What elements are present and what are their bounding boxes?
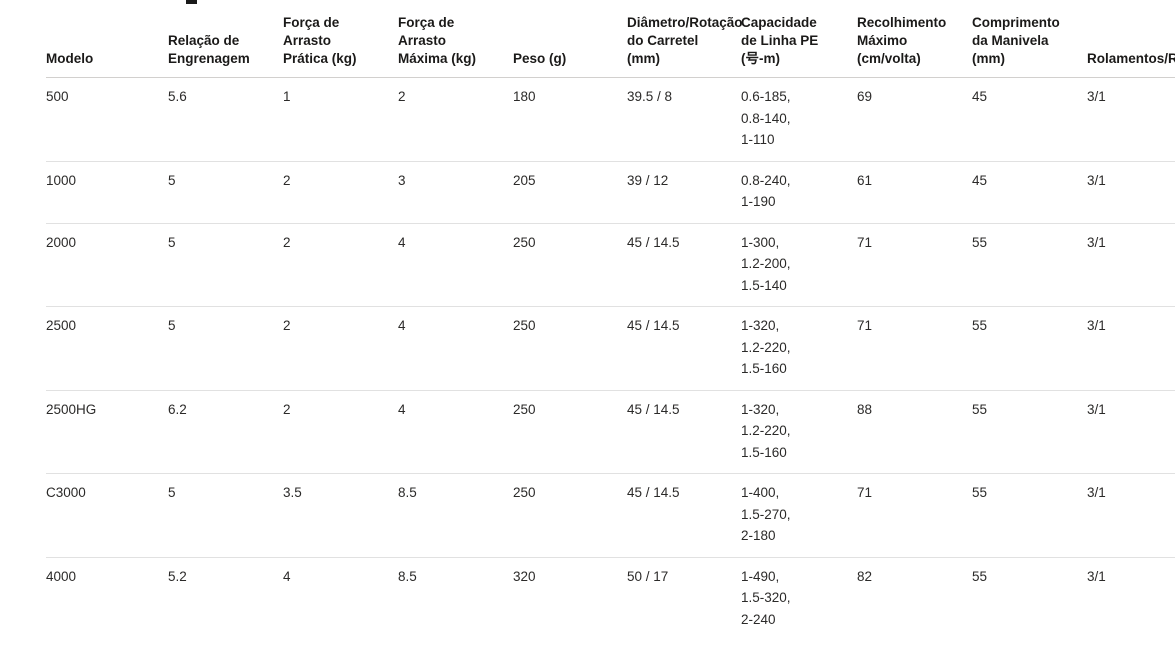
cell-arrasto_pratica: 2 [283,390,398,474]
cell-diametro_rotacao: 45 / 14.5 [627,223,741,307]
cell-capacidade_linha_pe: 1-400, 1.5-270, 2-180 [741,473,857,558]
cell-arrasto_pratica: 1 [283,77,398,162]
cell-modelo: 1000 [46,161,168,224]
cell-peso: 320 [513,568,536,584]
table-header: Modelo Relação de Engrenagem Força de Arra… [46,0,1175,78]
cell-comprimento_manivela: 55 [972,568,988,584]
cell-diametro_rotacao: 39.5 / 8 [627,77,741,162]
cell-diametro_rotacao: 50 / 17 [627,568,669,584]
cell-rolamentos_rolos: 3/1 [1087,223,1175,307]
table-row: 2500HG 6.2 2 4 250 45 / 14.5 1-320, 1.2-220, 1… [46,390,1175,474]
cell-recolhimento_maximo: 71 [857,223,972,307]
cell-comprimento_manivela: 55 [972,306,1087,391]
cell-comprimento_manivela: 55 [972,223,1087,307]
table-header-row: Modelo Relação de Engrenagem Força de Arra… [46,0,1175,78]
cell-arrasto_maxima: 4 [398,306,513,391]
cell-comprimento_manivela: 55 [972,473,1087,558]
column-header-arrasto_pratica: Força de Arrasto Prática (kg) [283,0,398,78]
cell-diametro_rotacao: 45 / 14.5 [627,473,741,558]
cell-recolhimento_maximo: 71 [857,306,972,391]
cell-recolhimento_maximo: 71 [857,473,972,558]
cell-arrasto_pratica: 3.5 [283,473,398,558]
reel-spec-table: Modelo Relação de Engrenagem Força de Arra… [46,0,1175,640]
cell-modelo: C3000 [46,473,168,558]
column-header-rolamentos_rolos: Rolamentos/Rolos [1087,0,1175,78]
cell-rolamentos_rolos: 3/1 [1087,473,1175,558]
cell-capacidade_linha_pe: 1-320, 1.2-220, 1.5-160 [741,306,857,391]
cell-capacidade_linha_pe: 0.6-185, 0.8-140, 1-110 [741,77,857,162]
cell-arrasto_pratica: 4 [283,568,291,584]
cell-relacao_engrenagem: 5.6 [168,77,283,162]
cell-recolhimento_maximo: 61 [857,161,972,224]
cell-peso: 205 [513,161,627,224]
column-header-peso: Peso (g) [513,0,627,78]
cell-arrasto_maxima: 8.5 [398,473,513,558]
cell-arrasto_maxima: 4 [398,223,513,307]
cell-arrasto_maxima: 8.5 [398,568,417,584]
cell-arrasto_pratica: 2 [283,223,398,307]
cell-modelo: 4000 [46,568,77,584]
table-row: 4000 5.2 4 8.5 320 50 / 17 1-490, 1.5-320, 2-2… [46,557,1175,640]
cell-capacidade_linha_pe: 0.8-240, 1-190 [741,161,857,224]
column-header-diametro_rotacao: Diâmetro/Rotação do Carretel (mm) [627,0,743,78]
table-row: 1000 5 2 3 205 39 / 12 0.8-240, 1-190 61 45 3/1 [46,161,1175,224]
column-header-capacidade_linha_pe: Capacidade de Linha PE (号-m) [741,0,857,78]
cell-modelo: 2500HG [46,390,168,474]
cell-relacao_engrenagem: 6.2 [168,390,283,474]
cell-capacidade_linha_pe: 1-300, 1.2-200, 1.5-140 [741,223,857,307]
cell-peso: 250 [513,306,627,391]
cell-recolhimento_maximo: 82 [857,568,873,584]
cell-peso: 250 [513,223,627,307]
column-header-relacao_engrenagem: Relação de Engrenagem [168,0,283,78]
cell-rolamentos_rolos: 3/1 [1087,77,1175,162]
cell-relacao_engrenagem: 5 [168,473,283,558]
cell-modelo: 500 [46,77,168,162]
cell-arrasto_maxima: 4 [398,390,513,474]
table-body: 500 5.6 1 2 180 39.5 / 8 0.6-185, 0.8-140, 1-1… [46,77,1175,641]
cell-arrasto_pratica: 2 [283,161,398,224]
cell-comprimento_manivela: 45 [972,161,1087,224]
cell-comprimento_manivela: 45 [972,77,1087,162]
cell-capacidade_linha_pe: 1-320, 1.2-220, 1.5-160 [741,390,857,474]
cell-peso: 250 [513,390,627,474]
cell-rolamentos_rolos: 3/1 [1087,161,1175,224]
cell-diametro_rotacao: 39 / 12 [627,161,741,224]
cell-rolamentos_rolos: 3/1 [1087,390,1175,474]
cell-relacao_engrenagem: 5 [168,306,283,391]
column-header-modelo: Modelo [46,0,168,78]
cell-rolamentos_rolos: 3/1 [1087,306,1175,391]
cell-relacao_engrenagem: 5.2 [168,568,187,584]
cell-arrasto_pratica: 2 [283,306,398,391]
cell-arrasto_maxima: 3 [398,161,513,224]
cell-modelo: 2000 [46,223,168,307]
table-row: 2500 5 2 4 250 45 / 14.5 1-320, 1.2-220, 1.5-1… [46,306,1175,391]
cell-peso: 250 [513,473,627,558]
cell-rolamentos_rolos: 3/1 [1087,568,1106,584]
cell-relacao_engrenagem: 5 [168,161,283,224]
cell-recolhimento_maximo: 88 [857,390,972,474]
cell-peso: 180 [513,77,627,162]
cell-capacidade_linha_pe: 1-490, 1.5-320, 2-240 [741,568,791,627]
cell-diametro_rotacao: 45 / 14.5 [627,306,741,391]
table-row: 500 5.6 1 2 180 39.5 / 8 0.6-185, 0.8-140, 1-1… [46,77,1175,162]
cell-comprimento_manivela: 55 [972,390,1087,474]
table-row: C3000 5 3.5 8.5 250 45 / 14.5 1-400, 1.5-270, … [46,473,1175,558]
cell-diametro_rotacao: 45 / 14.5 [627,390,741,474]
cell-relacao_engrenagem: 5 [168,223,283,307]
column-header-arrasto_maxima: Força de Arrasto Máxima (kg) [398,0,513,78]
column-header-comprimento_manivela: Comprimento da Manivela (mm) [972,0,1087,78]
cell-arrasto_maxima: 2 [398,77,513,162]
table-row: 2000 5 2 4 250 45 / 14.5 1-300, 1.2-200, 1.5-1… [46,223,1175,307]
cell-modelo: 2500 [46,306,168,391]
cell-recolhimento_maximo: 69 [857,77,972,162]
column-header-recolhimento_maximo: Recolhimento Máximo (cm/volta) [857,0,972,78]
